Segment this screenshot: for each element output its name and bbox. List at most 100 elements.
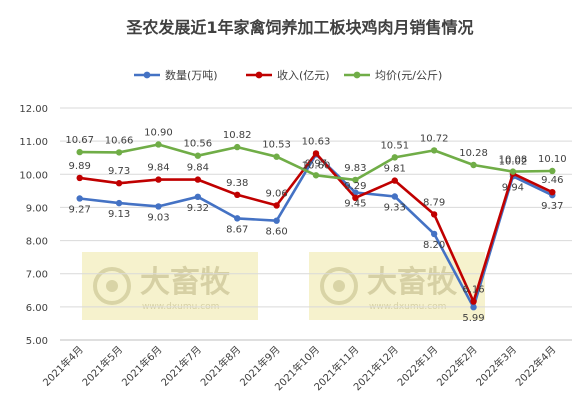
data-point: [470, 303, 477, 311]
data-point: [352, 176, 359, 184]
data-point: [155, 176, 162, 183]
data-point: [76, 148, 83, 156]
x-tick-label: 2021年7月: [158, 343, 204, 389]
data-point: [430, 230, 438, 238]
data-point: [391, 154, 398, 161]
legend-item: 均价(元/公斤): [344, 69, 442, 82]
data-label: 8.20: [423, 240, 445, 251]
data-label: 10.51: [380, 140, 409, 151]
data-label: 9.89: [69, 161, 91, 172]
data-point: [509, 168, 517, 175]
y-tick-label: 7.00: [26, 270, 48, 281]
data-point: [155, 141, 162, 148]
legend-marker: [255, 71, 263, 79]
data-label: 9.37: [541, 201, 563, 212]
data-point: [115, 199, 123, 207]
legend: 数量(万吨) 收入(亿元) 均价(元/公斤): [134, 68, 442, 82]
watermark-logo-dot-icon: [333, 280, 345, 292]
data-point: [430, 211, 438, 218]
legend-item: 数量(万吨): [134, 69, 218, 82]
watermark-logo-icon: [320, 267, 358, 305]
watermark-brand: 大畜牧: [367, 265, 458, 300]
watermark-logo-icon: [93, 267, 131, 305]
data-point: [115, 149, 123, 156]
data-point: [234, 191, 241, 199]
data-point: [470, 298, 477, 305]
data-label: 9.73: [108, 166, 130, 177]
data-labels: 9.27 9.13 9.03 9.32 8.67 8.60 10.60 9.45 9.33 8.2…: [65, 127, 566, 324]
data-label: 10.10: [538, 154, 567, 165]
data-label: 8.60: [265, 227, 287, 238]
data-point: [155, 203, 162, 210]
y-tick-label: 8.00: [26, 237, 48, 248]
data-label: 9.03: [147, 212, 169, 223]
watermark-brand: 大畜牧: [140, 265, 231, 300]
watermark-logo-dot-icon: [106, 280, 118, 292]
data-point: [549, 167, 556, 175]
data-label: 9.94: [502, 182, 524, 193]
data-point: [234, 143, 241, 151]
data-label: 9.81: [384, 164, 406, 175]
legend-label: 收入(亿元): [277, 68, 330, 82]
data-point: [234, 215, 241, 222]
data-label: 10.90: [144, 127, 173, 138]
data-label: 6.16: [462, 285, 484, 296]
data-point: [194, 152, 202, 159]
y-tick-label: 9.00: [26, 203, 48, 214]
data-label: 10.72: [420, 133, 449, 144]
x-tick-label: 2022年4月: [513, 343, 559, 389]
data-point: [76, 195, 83, 202]
data-label: 9.84: [147, 163, 169, 174]
legend-label: 数量(万吨): [165, 69, 218, 82]
data-label: 8.67: [226, 224, 248, 235]
legend-marker: [353, 71, 361, 79]
data-label: 9.33: [384, 202, 406, 213]
data-label: 8.79: [423, 197, 445, 208]
data-label: 9.32: [187, 203, 209, 214]
data-label: 10.02: [499, 157, 528, 168]
y-axis-ticks: 5.00 6.00 7.00 8.00 9.00 10.00 11.00 12.00: [19, 104, 48, 347]
data-label: 9.97: [305, 158, 327, 169]
data-label: 9.45: [344, 199, 366, 210]
x-tick-label: 2021年8月: [198, 343, 244, 389]
legend-item: 收入(亿元): [246, 68, 330, 82]
data-point: [549, 188, 556, 196]
data-label: 10.82: [223, 130, 252, 141]
x-axis-ticks: 2021年4月2021年5月2021年6月2021年7月2021年8月2021年…: [40, 343, 558, 393]
x-tick-label: 2022年1月: [394, 343, 440, 389]
data-label: 9.83: [344, 163, 366, 174]
data-label: 10.63: [302, 136, 331, 147]
data-label: 10.53: [262, 140, 291, 151]
x-tick-label: 2022年2月: [434, 343, 480, 389]
x-tick-label: 2022年3月: [473, 343, 519, 389]
data-point: [194, 176, 202, 183]
data-point: [470, 161, 477, 169]
y-tick-label: 11.00: [19, 137, 48, 148]
data-label: 10.66: [105, 135, 134, 146]
data-label: 10.08: [499, 155, 528, 166]
data-label: 10.60: [302, 160, 331, 171]
y-tick-label: 12.00: [19, 104, 48, 115]
chart-title: 圣农发展近1年家禽饲养加工板块鸡肉月销售情况: [125, 18, 473, 37]
data-label: 9.84: [187, 163, 209, 174]
legend-marker: [143, 71, 151, 79]
data-label: 10.28: [459, 148, 488, 159]
data-point: [312, 172, 320, 179]
data-label: 9.38: [226, 178, 248, 189]
data-point: [115, 180, 123, 187]
data-label: 9.27: [69, 204, 91, 215]
data-point: [430, 147, 438, 154]
x-tick-label: 2021年6月: [119, 343, 165, 389]
gridlines: [60, 107, 572, 341]
data-point: [76, 174, 83, 182]
data-label: 9.29: [344, 181, 366, 192]
y-tick-label: 10.00: [19, 170, 48, 181]
y-tick-label: 6.00: [26, 303, 48, 314]
series: [76, 141, 556, 311]
data-label: 9.13: [108, 209, 130, 220]
data-point: [312, 150, 320, 157]
